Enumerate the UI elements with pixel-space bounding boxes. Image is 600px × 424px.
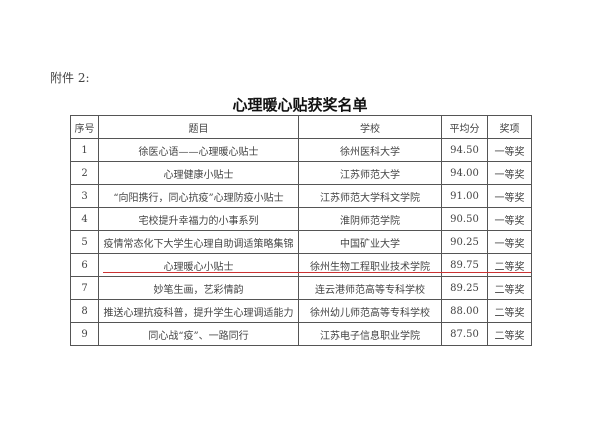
cell-topic: 妙笔生画，艺彩情韵 (98, 276, 299, 300)
cell-award: 二等奖 (487, 276, 532, 300)
table-row: 3 “向阳携行，同心抗疫”心理防疫小贴士 江苏师范大学科文学院 91.00 一等奖 (70, 184, 532, 208)
table-row: 8 推送心理抗疫科普，提升学生心理调适能力 徐州幼儿师范高等专科学校 88.00 二等奖 (70, 299, 532, 323)
cell-award: 一等奖 (487, 207, 532, 231)
cell-topic: 推送心理抗疫科普，提升学生心理调适能力 (98, 299, 299, 323)
cell-index: 6 (70, 253, 99, 277)
award-table: 序号 题目 学校 平均分 奖项 1 徐医心语——心理暖心贴士 徐州医科大学 94.50… (70, 115, 532, 346)
cell-index: 8 (70, 299, 99, 323)
table-row: 2 心理健康小贴士 江苏师范大学 94.00 一等奖 (70, 161, 532, 185)
cell-award: 二等奖 (487, 253, 532, 277)
cell-index: 7 (70, 276, 99, 300)
cell-topic: “向阳携行，同心抗疫”心理防疫小贴士 (98, 184, 299, 208)
cell-school: 江苏师范大学 (298, 161, 442, 185)
cell-index: 2 (70, 161, 99, 185)
cell-topic: 同心战“疫”、一路同行 (98, 322, 299, 346)
cell-score: 91.00 (441, 184, 488, 208)
cell-award: 一等奖 (487, 230, 532, 254)
cell-topic: 徐医心语——心理暖心贴士 (98, 138, 299, 162)
cell-award: 一等奖 (487, 138, 532, 162)
cell-index: 9 (70, 322, 99, 346)
cell-index: 5 (70, 230, 99, 254)
header-topic: 题目 (98, 115, 299, 139)
cell-index: 1 (70, 138, 99, 162)
cell-award: 二等奖 (487, 299, 532, 323)
cell-school: 淮阴师范学院 (298, 207, 442, 231)
table-row: 4 宅校提升幸福力的小事系列 淮阴师范学院 90.50 一等奖 (70, 207, 532, 231)
header-school: 学校 (298, 115, 442, 139)
cell-topic: 心理健康小贴士 (98, 161, 299, 185)
cell-topic: 心理暖心小贴士 (98, 253, 299, 277)
table-row: 7 妙笔生画，艺彩情韵 连云港师范高等专科学校 89.25 二等奖 (70, 276, 532, 300)
attachment-label: 附件 2: (50, 71, 90, 85)
cell-score: 88.00 (441, 299, 488, 323)
header-score: 平均分 (441, 115, 488, 139)
cell-score: 90.25 (441, 230, 488, 254)
red-underline (103, 272, 531, 273)
cell-school: 江苏师范大学科文学院 (298, 184, 442, 208)
table-header-row: 序号 题目 学校 平均分 奖项 (70, 115, 532, 139)
cell-topic: 疫情常态化下大学生心理自助调适策略集锦 (98, 230, 299, 254)
cell-score: 89.25 (441, 276, 488, 300)
table-row: 6 心理暖心小贴士 徐州生物工程职业技术学院 89.75 二等奖 (70, 253, 532, 277)
cell-school: 徐州医科大学 (298, 138, 442, 162)
cell-award: 一等奖 (487, 184, 532, 208)
cell-score: 87.50 (441, 322, 488, 346)
table-row: 5 疫情常态化下大学生心理自助调适策略集锦 中国矿业大学 90.25 一等奖 (70, 230, 532, 254)
table-row: 1 徐医心语——心理暖心贴士 徐州医科大学 94.50 一等奖 (70, 138, 532, 162)
cell-topic: 宅校提升幸福力的小事系列 (98, 207, 299, 231)
cell-score: 94.00 (441, 161, 488, 185)
cell-school: 中国矿业大学 (298, 230, 442, 254)
cell-award: 一等奖 (487, 161, 532, 185)
cell-index: 3 (70, 184, 99, 208)
header-index: 序号 (70, 115, 99, 139)
cell-school: 连云港师范高等专科学校 (298, 276, 442, 300)
cell-score: 94.50 (441, 138, 488, 162)
cell-school: 江苏电子信息职业学院 (298, 322, 442, 346)
cell-school: 徐州生物工程职业技术学院 (298, 253, 442, 277)
cell-score: 90.50 (441, 207, 488, 231)
document-title: 心理暖心贴获奖名单 (232, 96, 368, 114)
cell-school: 徐州幼儿师范高等专科学校 (298, 299, 442, 323)
cell-index: 4 (70, 207, 99, 231)
table-row: 9 同心战“疫”、一路同行 江苏电子信息职业学院 87.50 二等奖 (70, 322, 532, 346)
header-award: 奖项 (487, 115, 532, 139)
cell-score: 89.75 (441, 253, 488, 277)
cell-award: 二等奖 (487, 322, 532, 346)
